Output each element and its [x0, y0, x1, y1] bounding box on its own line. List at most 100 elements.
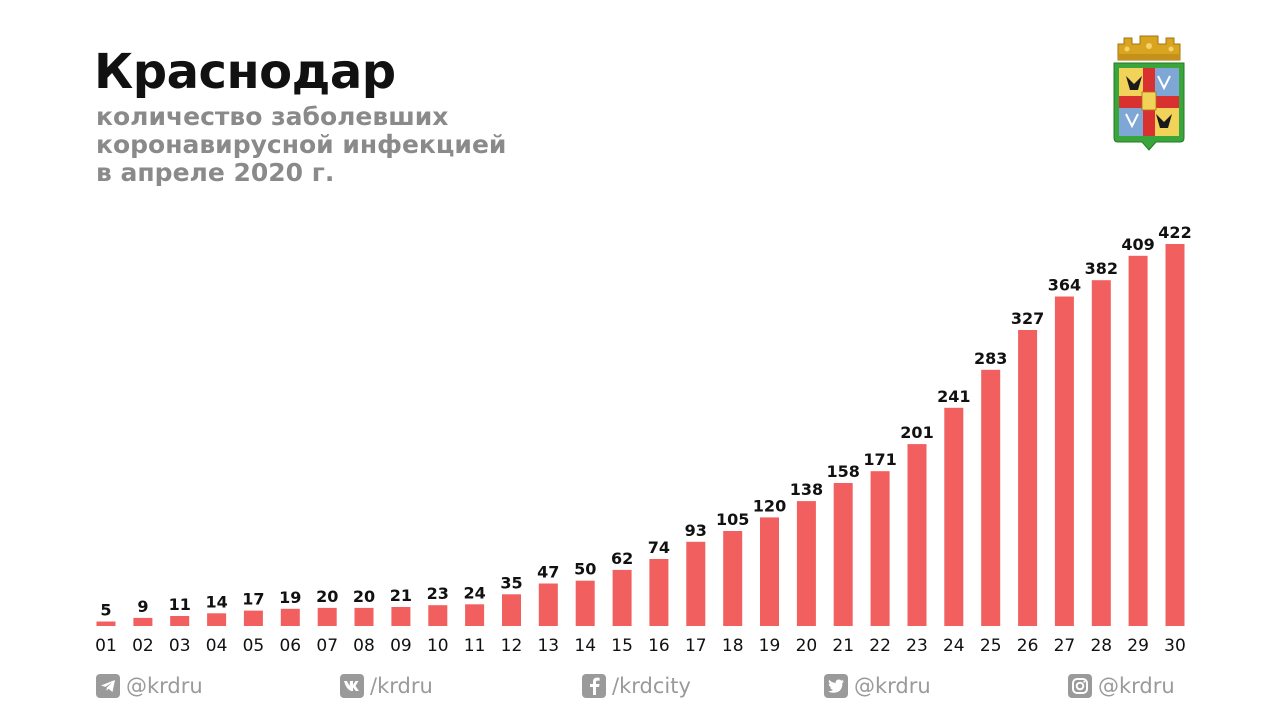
- value-label-12: 35: [500, 573, 522, 592]
- bar-26: [1018, 330, 1038, 626]
- vk-icon: [340, 674, 364, 698]
- x-tick-label-14: 14: [574, 636, 596, 656]
- value-label-11: 24: [463, 583, 485, 602]
- twitter-icon: [824, 674, 848, 698]
- chart-title: Краснодар: [94, 44, 396, 100]
- value-label-04: 14: [205, 592, 227, 611]
- facebook-icon: [582, 674, 606, 698]
- bar-16: [649, 559, 669, 626]
- x-tick-label-03: 03: [169, 636, 191, 656]
- footer-facebook[interactable]: /krdcity: [582, 672, 691, 700]
- bar-23: [907, 444, 927, 626]
- value-label-09: 21: [390, 586, 412, 605]
- bar-08: [354, 607, 374, 626]
- bar-30: [1165, 244, 1185, 626]
- value-label-20: 138: [790, 480, 823, 499]
- x-tick-label-06: 06: [279, 636, 301, 656]
- bar-22: [870, 471, 890, 626]
- x-tick-label-05: 05: [243, 636, 265, 656]
- value-label-08: 20: [353, 587, 375, 606]
- x-tick-label-26: 26: [1017, 636, 1039, 656]
- bar-20: [796, 501, 816, 626]
- facebook-handle: /krdcity: [612, 674, 691, 698]
- bar-01: [96, 621, 116, 626]
- bar-10: [428, 605, 448, 626]
- footer-telegram[interactable]: @krdru: [96, 672, 203, 700]
- x-tick-label-12: 12: [501, 636, 523, 656]
- telegram-handle: @krdru: [126, 674, 203, 698]
- x-tick-label-29: 29: [1127, 636, 1149, 656]
- x-tick-label-02: 02: [132, 636, 154, 656]
- value-label-13: 47: [537, 563, 559, 582]
- bar-03: [170, 616, 190, 626]
- value-label-24: 241: [937, 387, 970, 406]
- x-tick-label-01: 01: [95, 636, 117, 656]
- twitter-handle: @krdru: [854, 674, 931, 698]
- x-tick-label-08: 08: [353, 636, 375, 656]
- bars-group: [96, 244, 1185, 627]
- x-tick-label-09: 09: [390, 636, 412, 656]
- x-tick-label-22: 22: [869, 636, 891, 656]
- telegram-icon: [96, 674, 120, 698]
- bar-19: [760, 517, 779, 626]
- x-tick-label-25: 25: [980, 636, 1002, 656]
- bar-21: [833, 483, 853, 626]
- value-label-18: 105: [716, 510, 749, 529]
- bar-18: [723, 531, 743, 626]
- footer-instagram[interactable]: @krdru: [1068, 672, 1175, 700]
- value-label-06: 19: [279, 588, 301, 607]
- bar-11: [465, 604, 485, 626]
- bar-05: [243, 610, 263, 626]
- subtitle-line-3: в апреле 2020 г.: [96, 158, 335, 187]
- bar-27: [1054, 296, 1074, 626]
- bar-13: [538, 583, 558, 626]
- x-tick-label-24: 24: [943, 636, 965, 656]
- value-label-21: 158: [826, 462, 859, 481]
- value-label-03: 11: [169, 595, 191, 614]
- value-label-01: 5: [100, 601, 111, 620]
- bar-04: [207, 613, 227, 626]
- instagram-handle: @krdru: [1098, 674, 1175, 698]
- x-tick-label-27: 27: [1054, 636, 1076, 656]
- value-label-16: 74: [648, 538, 670, 557]
- value-labels-group: 5 9 11 14 17 19 20 20 21 23 24 35 47 50 62 74 93 10512013…: [100, 223, 1191, 620]
- value-label-14: 50: [574, 560, 596, 579]
- bar-29: [1128, 255, 1148, 627]
- value-label-22: 171: [863, 450, 896, 469]
- value-label-10: 23: [427, 584, 449, 603]
- bar-06: [280, 608, 300, 626]
- value-label-19: 120: [753, 496, 786, 515]
- x-tick-label-21: 21: [832, 636, 854, 656]
- x-tick-label-17: 17: [685, 636, 707, 656]
- footer-vk[interactable]: /krdru: [340, 672, 433, 700]
- instagram-icon: [1068, 674, 1092, 698]
- value-label-05: 17: [242, 590, 264, 609]
- x-tick-label-28: 28: [1090, 636, 1112, 656]
- value-label-27: 364: [1048, 276, 1081, 295]
- value-label-28: 382: [1085, 259, 1118, 278]
- x-tick-label-07: 07: [316, 636, 338, 656]
- x-tick-label-16: 16: [648, 636, 670, 656]
- value-label-15: 62: [611, 549, 633, 568]
- x-tick-label-23: 23: [906, 636, 928, 656]
- bar-17: [686, 541, 706, 626]
- bar-15: [612, 569, 632, 626]
- chart-subtitle: количество заболевших коронавирусной инф…: [96, 103, 506, 187]
- subtitle-line-2: коронавирусной инфекцией: [96, 130, 507, 159]
- value-label-23: 201: [900, 423, 933, 442]
- value-label-30: 422: [1158, 223, 1191, 242]
- value-label-29: 409: [1121, 235, 1154, 254]
- value-label-26: 327: [1011, 309, 1044, 328]
- emblem-crown: [1117, 35, 1181, 61]
- x-tick-labels-group: 01 02 03 04 05 06 07 08 09 10 11 12 13 14 15 16 17 18 19 20…: [95, 636, 1186, 656]
- x-tick-label-13: 13: [537, 636, 559, 656]
- value-label-02: 9: [137, 597, 148, 616]
- x-tick-label-15: 15: [611, 636, 633, 656]
- footer-twitter[interactable]: @krdru: [824, 672, 931, 700]
- x-tick-label-10: 10: [427, 636, 449, 656]
- x-tick-label-18: 18: [722, 636, 744, 656]
- x-tick-label-04: 04: [206, 636, 228, 656]
- value-label-25: 283: [974, 349, 1007, 368]
- bar-14: [575, 580, 595, 626]
